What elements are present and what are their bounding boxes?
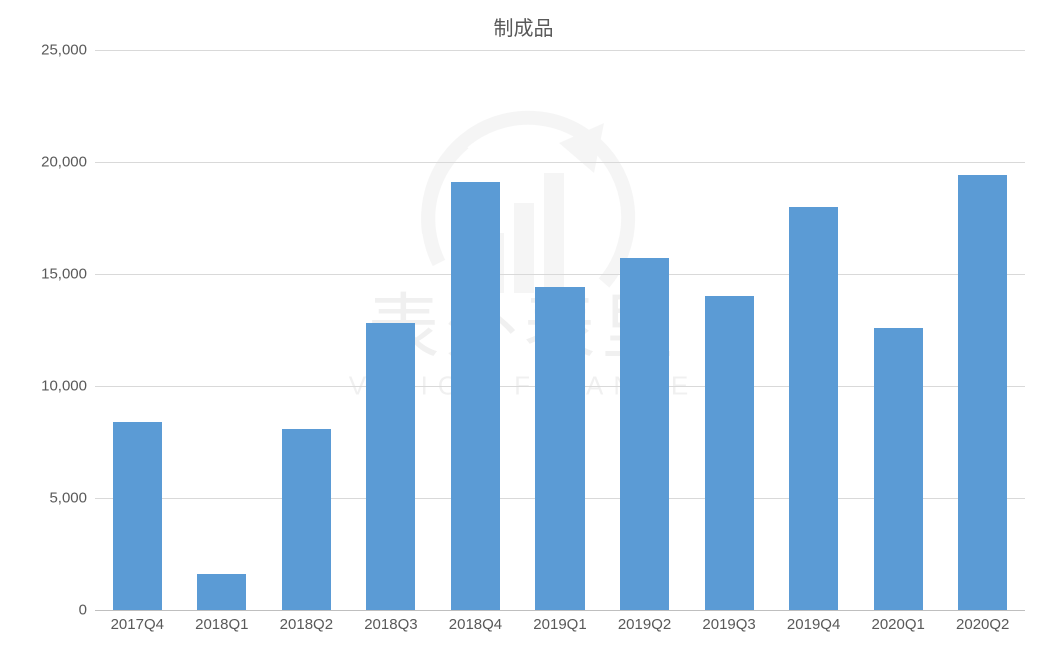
bar bbox=[451, 182, 500, 610]
x-tick-label: 2018Q1 bbox=[195, 616, 248, 633]
bar bbox=[535, 287, 584, 610]
x-tick-label: 2019Q4 bbox=[787, 616, 840, 633]
gridline bbox=[95, 274, 1025, 275]
bar bbox=[620, 258, 669, 610]
y-tick-label: 25,000 bbox=[7, 42, 87, 59]
bar bbox=[197, 574, 246, 610]
y-tick-label: 0 bbox=[7, 602, 87, 619]
bar bbox=[366, 323, 415, 610]
y-tick-label: 20,000 bbox=[7, 154, 87, 171]
x-tick-label: 2020Q2 bbox=[956, 616, 1009, 633]
y-tick-label: 10,000 bbox=[7, 378, 87, 395]
chart-title: 制成品 bbox=[0, 12, 1047, 41]
plot-area bbox=[95, 50, 1025, 611]
x-tick-label: 2018Q4 bbox=[449, 616, 502, 633]
bar bbox=[282, 429, 331, 610]
x-tick-label: 2017Q4 bbox=[111, 616, 164, 633]
x-tick-label: 2019Q3 bbox=[702, 616, 755, 633]
chart-container: 制成品 表外表里 VISION FINANCE 05,00010,00015,0… bbox=[0, 0, 1047, 667]
x-tick-label: 2020Q1 bbox=[871, 616, 924, 633]
bar bbox=[113, 422, 162, 610]
x-tick-label: 2018Q2 bbox=[280, 616, 333, 633]
gridline bbox=[95, 162, 1025, 163]
x-tick-label: 2019Q2 bbox=[618, 616, 671, 633]
bar bbox=[705, 296, 754, 610]
x-tick-label: 2018Q3 bbox=[364, 616, 417, 633]
y-tick-label: 5,000 bbox=[7, 490, 87, 507]
gridline bbox=[95, 50, 1025, 51]
bar bbox=[958, 175, 1007, 610]
bar bbox=[789, 207, 838, 610]
y-tick-label: 15,000 bbox=[7, 266, 87, 283]
bar bbox=[874, 328, 923, 610]
x-tick-label: 2019Q1 bbox=[533, 616, 586, 633]
